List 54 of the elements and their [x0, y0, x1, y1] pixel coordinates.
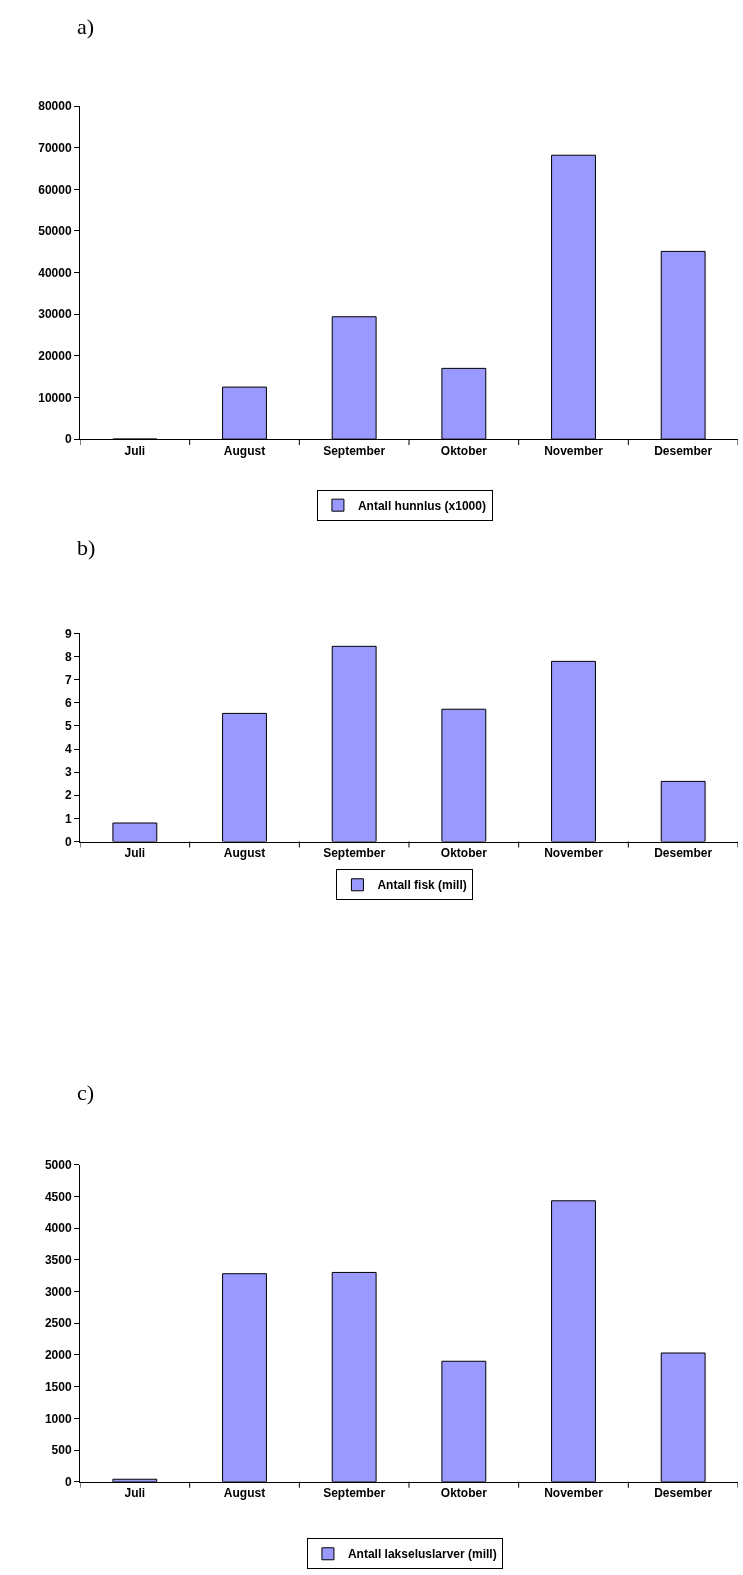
x-tick-label: August: [223, 443, 266, 458]
x-tick-label: September: [323, 443, 386, 458]
y-tick-label: 6: [64, 695, 72, 710]
x-tick-label: August: [223, 1486, 266, 1501]
y-tick-label: 10000: [38, 390, 72, 405]
y-tick-label: 2000: [44, 1348, 72, 1363]
y-tick-label: 5: [64, 719, 72, 734]
y-tick-label: 4500: [44, 1189, 72, 1204]
y-tick-label: 4: [64, 742, 72, 757]
y-tick-label: 2: [64, 788, 72, 803]
x-tick-label: November: [544, 1486, 604, 1501]
y-tick-label: 0: [64, 834, 72, 849]
x-tick-label: Oktober: [440, 443, 488, 458]
x-tick-label: Juli: [124, 1486, 146, 1501]
chart-title: b): [77, 535, 96, 560]
y-tick-label: 30000: [38, 307, 72, 322]
y-tick-label: 9: [64, 626, 72, 641]
x-tick-label: Desember: [654, 845, 713, 860]
chart-title: a): [77, 14, 95, 39]
y-tick-label: 5000: [44, 1157, 72, 1172]
y-tick-label: 8: [64, 649, 72, 664]
y-tick-label: 3: [64, 765, 72, 780]
y-tick-label: 3500: [44, 1252, 72, 1267]
x-tick-label: September: [323, 845, 386, 860]
y-tick-label: 80000: [38, 99, 72, 114]
x-tick-label: Desember: [654, 443, 713, 458]
x-tick-label: Oktober: [440, 845, 488, 860]
x-tick-label: November: [544, 845, 604, 860]
y-tick-label: 1500: [44, 1379, 72, 1394]
x-tick-label: September: [323, 1486, 386, 1501]
chart-title: c): [77, 1080, 95, 1105]
legend-label: Antall fisk (mill): [377, 878, 467, 893]
y-tick-label: 1000: [44, 1411, 72, 1426]
y-tick-label: 60000: [38, 182, 72, 197]
x-tick-label: Juli: [124, 845, 146, 860]
legend-label: Antall hunnlus (x1000): [357, 498, 486, 513]
x-tick-label: Desember: [654, 1486, 713, 1501]
y-tick-label: 0: [64, 432, 72, 447]
x-tick-label: Oktober: [440, 1486, 488, 1501]
y-tick-label: 500: [51, 1443, 72, 1458]
y-tick-label: 7: [64, 672, 72, 687]
y-tick-label: 70000: [38, 140, 72, 155]
y-tick-label: 20000: [38, 349, 72, 364]
x-tick-label: Juli: [124, 443, 146, 458]
y-tick-label: 50000: [38, 224, 72, 239]
x-tick-label: August: [223, 845, 266, 860]
y-tick-label: 2500: [44, 1316, 72, 1331]
y-tick-label: 4000: [44, 1221, 72, 1236]
x-tick-label: November: [544, 443, 604, 458]
legend-label: Antall lakseluslarver (mill): [347, 1547, 497, 1562]
y-tick-label: 3000: [44, 1284, 72, 1299]
y-tick-label: 1: [64, 811, 72, 826]
y-tick-label: 0: [64, 1474, 72, 1489]
y-tick-label: 40000: [38, 265, 72, 280]
